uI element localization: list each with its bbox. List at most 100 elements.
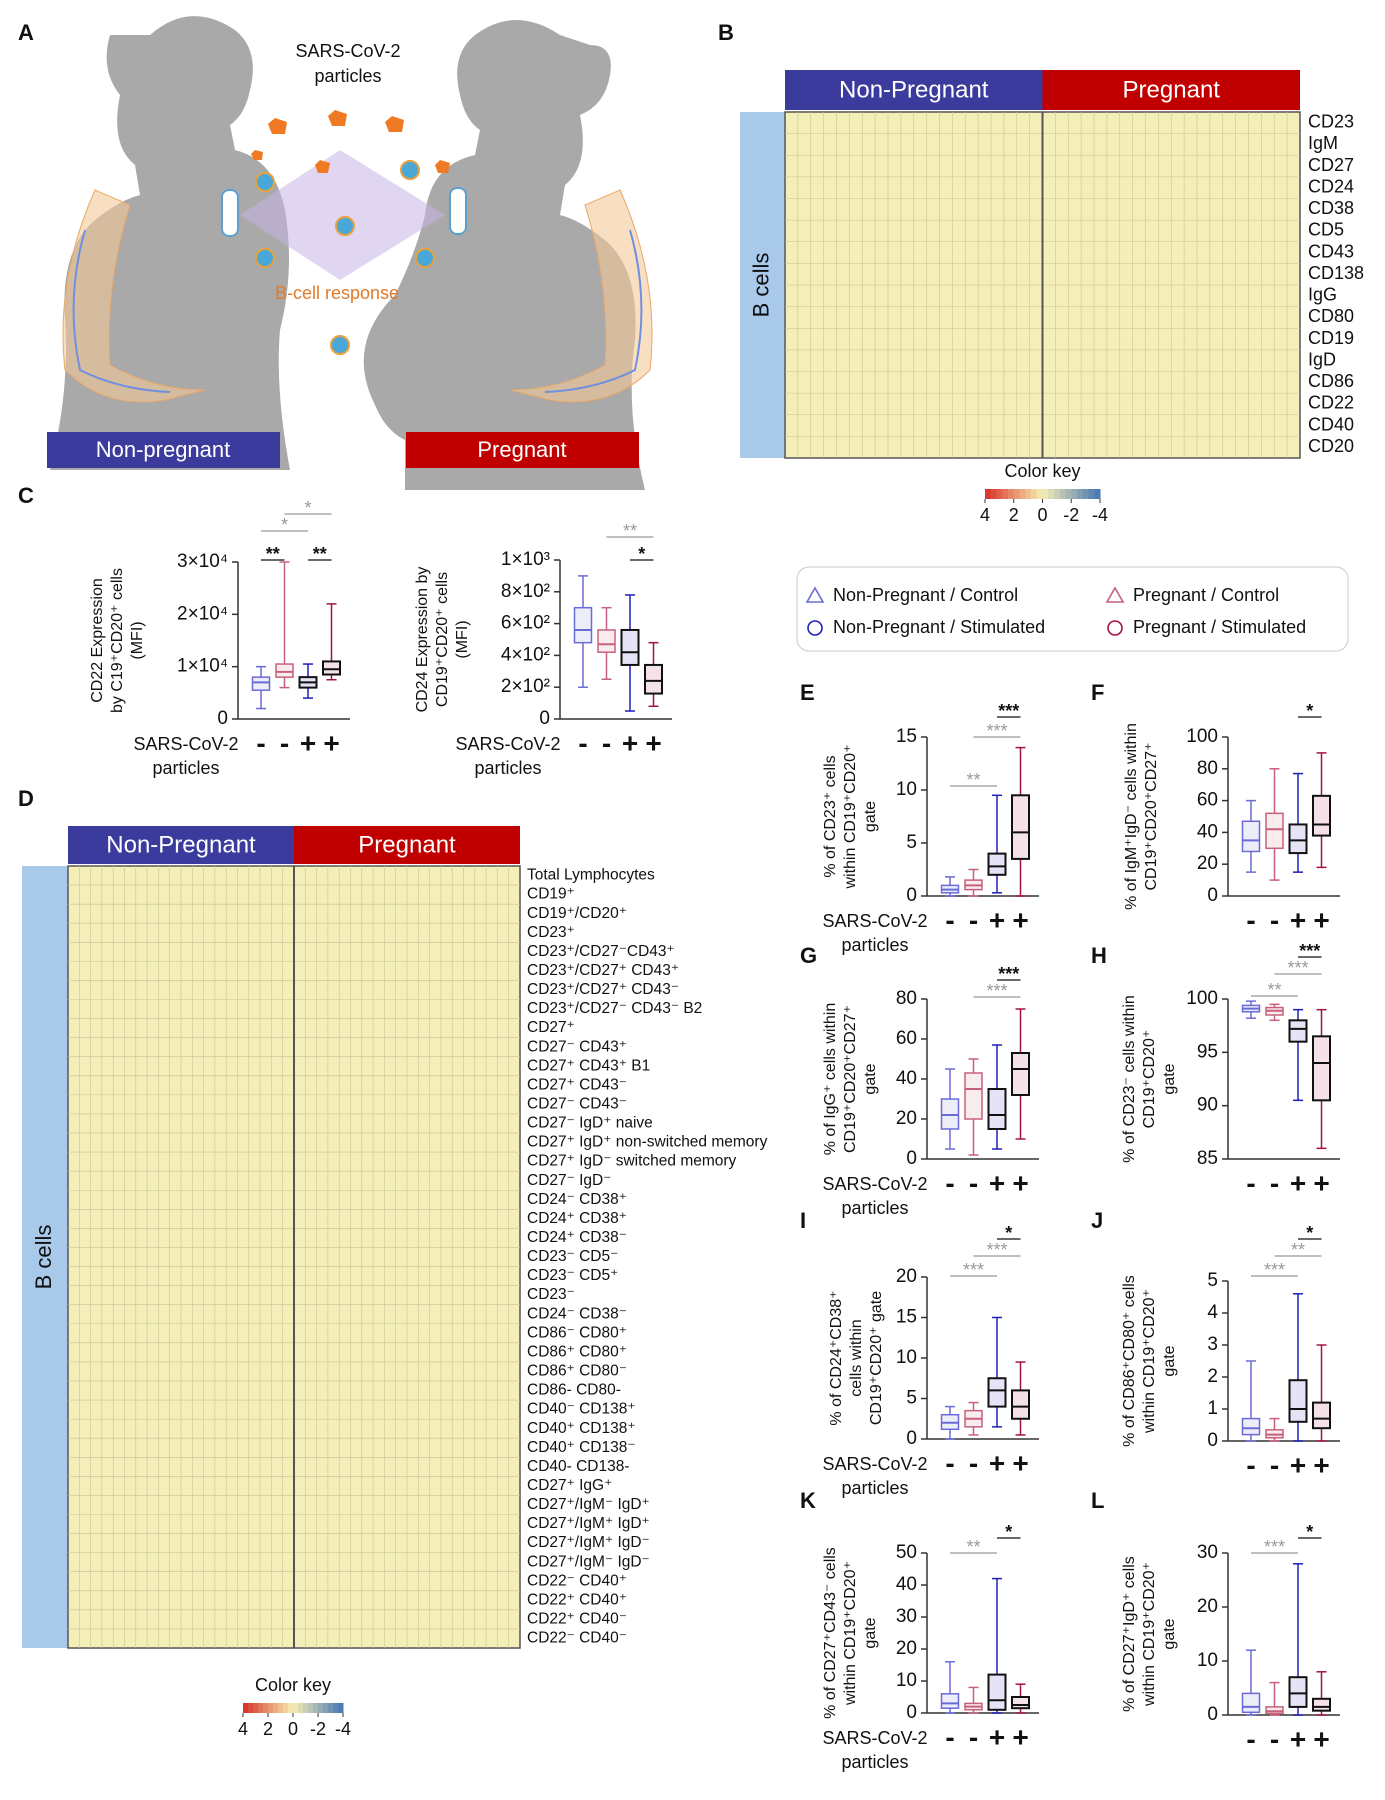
box xyxy=(597,629,616,653)
y-axis-label: % of IgM⁺IgD⁻ cells within xyxy=(1123,723,1140,910)
y-axis-label: gate xyxy=(1161,1618,1178,1649)
y-tick-label: 50 xyxy=(896,1542,917,1563)
significance-label: *** xyxy=(1264,1537,1285,1557)
y-tick-label: 30 xyxy=(896,1606,917,1627)
color-key-label: 0 xyxy=(1037,505,1047,525)
heatmap-row-label: CD40⁺ CD138⁺ xyxy=(527,1420,636,1437)
heatmap-row-label: CD23⁻ CD5⁺ xyxy=(527,1267,618,1284)
heatmap-row-label: CD43 xyxy=(1308,241,1354,261)
box xyxy=(987,1673,1007,1711)
color-key-swatch xyxy=(1048,489,1055,499)
heatmap-row-label: CD27 xyxy=(1308,155,1354,175)
significance-label: ** xyxy=(966,1537,980,1557)
box xyxy=(964,1072,983,1120)
y-tick-label: 30 xyxy=(1197,1542,1218,1563)
x-tick-label: - xyxy=(602,727,611,758)
significance-label: * xyxy=(281,515,288,535)
y-axis-label: CD19⁺CD20⁺ xyxy=(1141,1030,1158,1129)
diagram-label: B-cell response xyxy=(275,283,399,303)
panel-letter: C xyxy=(18,483,34,508)
box xyxy=(275,663,294,678)
x-tick-label: + xyxy=(1012,1167,1028,1198)
panel-letter: L xyxy=(1091,1488,1104,1513)
box xyxy=(987,1377,1007,1408)
color-key-swatch xyxy=(328,1703,334,1713)
color-key-swatch xyxy=(1088,489,1095,499)
color-key-swatch xyxy=(333,1703,339,1713)
y-tick-label: 60 xyxy=(1197,790,1218,811)
box xyxy=(987,852,1007,876)
box xyxy=(620,628,640,666)
heatmap-row-label: CD24 xyxy=(1308,176,1354,196)
heatmap-row-label: CD24⁻ CD38⁻ xyxy=(527,1305,627,1322)
color-key-swatch xyxy=(1071,489,1078,499)
color-key-swatch xyxy=(253,1703,259,1713)
x-tick-label: + xyxy=(1290,1449,1306,1480)
arm-left xyxy=(62,189,206,403)
legend-label: Pregnant / Control xyxy=(1133,585,1279,605)
box xyxy=(1265,812,1284,850)
x-tick-label: + xyxy=(622,727,638,758)
y-tick-label: 4 xyxy=(1207,1302,1218,1323)
group-banner-label: Pregnant xyxy=(477,437,566,462)
y-axis-label: gate xyxy=(862,1617,879,1648)
y-tick-label: 10 xyxy=(1197,1650,1218,1671)
color-key-label: 4 xyxy=(238,1719,248,1739)
heatmap-header xyxy=(1042,70,1300,110)
vein xyxy=(72,229,171,393)
heatmap-row-label: CD23⁻ CD5⁻ xyxy=(527,1248,618,1265)
x-tick-label: - xyxy=(945,1167,954,1198)
heatmap-header-label: Non-Pregnant xyxy=(839,76,989,103)
panel-letter: J xyxy=(1091,1208,1103,1233)
panel-letter: B xyxy=(718,20,734,45)
heatmap-row-label: CD23⁺/CD27⁻CD43⁺ xyxy=(527,943,675,960)
y-axis-label: gate xyxy=(862,1063,879,1094)
x-tick-label: - xyxy=(945,1447,954,1478)
box xyxy=(1288,823,1308,855)
color-key-swatch xyxy=(313,1703,319,1713)
heatmap-row-label: CD19 xyxy=(1308,328,1354,348)
y-axis-label: within CD19⁺CD20⁺ xyxy=(842,744,859,889)
heatmap-row-label: CD19⁺ xyxy=(527,886,575,903)
significance-label: *** xyxy=(998,964,1019,984)
y-tick-label: 20 xyxy=(1197,1596,1218,1617)
x-axis-label: SARS-CoV-2 xyxy=(822,1728,927,1748)
color-key-title: Color key xyxy=(255,1675,331,1695)
y-axis-label: % of CD27⁺IgD⁺ cells xyxy=(1121,1556,1138,1712)
heatmap-row-label: CD40⁻ CD138⁺ xyxy=(527,1401,636,1418)
y-tick-label: 1×10⁴ xyxy=(177,656,228,677)
color-key-swatch xyxy=(318,1703,324,1713)
color-key-swatch xyxy=(985,489,992,499)
color-key-label: -2 xyxy=(310,1719,326,1739)
panel-letter: I xyxy=(800,1208,806,1233)
y-tick-label: 0 xyxy=(906,1428,917,1449)
significance-label: * xyxy=(1005,1522,1012,1542)
legend-label: Non-Pregnant / Stimulated xyxy=(833,617,1045,637)
x-axis-label: SARS-CoV-2 xyxy=(822,1174,927,1194)
y-axis-label: CD19⁺CD20⁺ cells xyxy=(434,572,451,707)
x-tick-label: - xyxy=(280,727,289,758)
x-tick-label: - xyxy=(1270,904,1279,935)
color-key-swatch xyxy=(308,1703,314,1713)
heatmap-row-label: CD23⁺/CD27⁺ CD43⁻ xyxy=(527,981,679,998)
x-axis-label: particles xyxy=(474,758,541,778)
y-axis-label: % of IgG⁺ cells within xyxy=(822,1003,839,1156)
heatmap-row-label: CD27⁺/IgM⁻ IgD⁻ xyxy=(527,1553,650,1570)
box xyxy=(1312,1697,1331,1712)
heatmap-row-label: CD22⁻ CD40⁺ xyxy=(527,1572,627,1589)
x-tick-label: - xyxy=(256,727,265,758)
color-key-swatch xyxy=(263,1703,269,1713)
color-key-swatch xyxy=(278,1703,284,1713)
heatmap-row-label: CD22⁻ CD40⁻ xyxy=(527,1630,627,1647)
y-axis-label: % of CD24⁺CD38⁺ xyxy=(828,1290,845,1425)
x-tick-label: - xyxy=(969,1167,978,1198)
legend-marker xyxy=(805,586,825,603)
color-key-swatch xyxy=(1002,489,1009,499)
y-axis-label: within CD19⁺CD20⁺ xyxy=(842,1561,859,1706)
x-axis-label: particles xyxy=(152,758,219,778)
color-key-swatch xyxy=(1054,489,1061,499)
heatmap-row-label: Total Lymphocytes xyxy=(527,867,655,884)
heatmap-header xyxy=(68,826,294,864)
x-tick-label: - xyxy=(969,1447,978,1478)
x-tick-label: + xyxy=(989,1167,1005,1198)
